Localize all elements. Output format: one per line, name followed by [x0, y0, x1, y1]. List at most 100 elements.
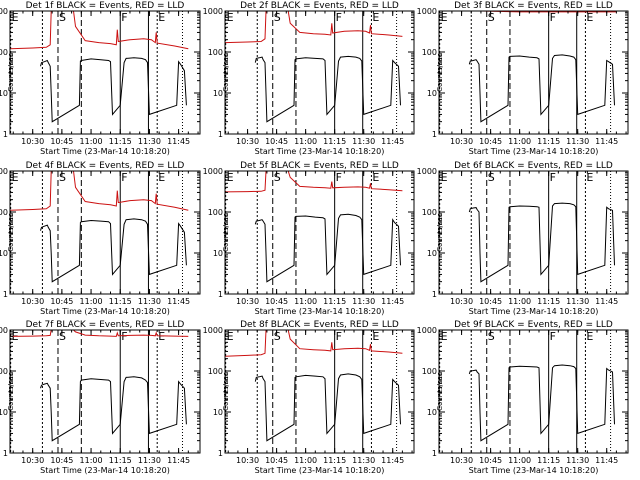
x-tick-label: 11:45: [595, 297, 618, 306]
x-tick-label: 10:45: [50, 137, 73, 146]
x-tick-label: 10:30: [450, 137, 473, 146]
event-marker-label: E: [227, 171, 234, 184]
x-axis-label: Start Time (23-Mar-14 10:18:20): [255, 307, 385, 316]
event-marker-label: E: [12, 11, 19, 24]
x-tick-label: 11:45: [167, 137, 190, 146]
plot-frame: [224, 10, 415, 135]
y-tick-label: 1000: [417, 7, 437, 16]
y-axis-label: Counts/sec: [436, 372, 444, 411]
x-axis-label: Start Time (23-Mar-14 10:18:20): [469, 147, 599, 156]
events-series-line: [468, 54, 615, 123]
chart-title: Det 2f BLACK = Events, RED = LLD: [240, 1, 399, 11]
x-axis-label: Start Time (23-Mar-14 10:18:20): [469, 307, 599, 316]
event-marker-label: E: [227, 11, 234, 24]
x-tick-label: 11:30: [352, 137, 375, 146]
y-tick-label: 10: [427, 249, 437, 258]
y-tick-label: 1: [432, 130, 437, 139]
events-series-line: [468, 202, 615, 283]
events-series-line: [40, 57, 187, 123]
x-tick-label: 11:00: [508, 297, 531, 306]
x-tick-label: 10:30: [450, 456, 473, 465]
x-tick-label: 11:00: [508, 137, 531, 146]
events-series-line: [40, 218, 187, 283]
y-tick-label: 1: [218, 449, 223, 458]
x-tick-label: 11:30: [138, 137, 161, 146]
lld-series-line: [225, 11, 403, 44]
y-tick-label: 10: [427, 408, 437, 417]
y-tick-label: 10: [0, 89, 8, 98]
event-marker-label: S: [488, 171, 495, 184]
y-axis-label: Counts/sec: [222, 53, 230, 92]
x-axis-label: Start Time (23-Mar-14 10:18:20): [255, 147, 385, 156]
x-tick-label: 10:45: [479, 297, 502, 306]
y-axis-label: Counts/sec: [436, 213, 444, 252]
x-tick-label: 10:45: [265, 297, 288, 306]
event-marker-label: E: [372, 330, 379, 343]
x-tick-label: 11:00: [80, 137, 103, 146]
y-tick-label: 10: [213, 89, 223, 98]
event-marker-label: S: [274, 330, 281, 343]
event-marker-label: F: [336, 171, 342, 184]
plot-frame: [438, 10, 629, 135]
x-tick-label: 11:45: [595, 456, 618, 465]
y-tick-label: 1000: [0, 167, 8, 176]
event-marker-label: E: [372, 171, 379, 184]
x-tick-label: 11:15: [109, 297, 132, 306]
event-marker-label: S: [488, 11, 495, 24]
x-tick-label: 10:45: [479, 456, 502, 465]
x-tick-label: 10:45: [50, 456, 73, 465]
y-tick-label: 100: [422, 48, 437, 57]
lld-series-line: [10, 171, 189, 211]
events-series-line: [40, 376, 187, 442]
plot-frame: [224, 170, 415, 295]
lld-series-line: [10, 330, 189, 337]
y-axis-label: Counts/sec: [7, 213, 15, 252]
y-tick-label: 100: [208, 208, 223, 217]
y-tick-label: 100: [0, 48, 8, 57]
event-marker-label: S: [59, 11, 66, 24]
x-tick-label: 11:00: [294, 137, 317, 146]
event-marker-label: E: [441, 171, 448, 184]
y-tick-label: 1: [3, 449, 8, 458]
x-tick-label: 10:30: [236, 456, 259, 465]
x-tick-label: 11:15: [323, 297, 346, 306]
x-axis-label: Start Time (23-Mar-14 10:18:20): [40, 466, 170, 475]
x-tick-label: 11:15: [323, 456, 346, 465]
x-tick-label: 10:30: [236, 137, 259, 146]
plot-frame: [9, 329, 201, 454]
x-tick-label: 11:45: [595, 137, 618, 146]
y-tick-label: 100: [0, 367, 8, 376]
y-axis-label: Counts/sec: [436, 53, 444, 92]
x-tick-label: 11:30: [138, 297, 161, 306]
y-tick-label: 10: [213, 249, 223, 258]
x-tick-label: 11:00: [294, 456, 317, 465]
x-tick-label: 10:30: [21, 456, 44, 465]
x-tick-label: 11:15: [537, 137, 560, 146]
y-tick-label: 100: [422, 208, 437, 217]
y-axis-label: Counts/sec: [7, 53, 15, 92]
x-axis-label: Start Time (23-Mar-14 10:18:20): [469, 466, 599, 475]
x-tick-label: 11:30: [352, 456, 375, 465]
panel-4: Det 4f BLACK = Events, RED = LLDESFE1101…: [0, 161, 201, 316]
x-tick-label: 11:00: [80, 456, 103, 465]
y-tick-label: 1000: [0, 326, 8, 335]
x-tick-label: 10:30: [236, 297, 259, 306]
y-tick-label: 1000: [417, 326, 437, 335]
y-tick-label: 1: [3, 290, 8, 299]
events-series-line: [468, 364, 615, 442]
y-tick-label: 1: [432, 290, 437, 299]
event-marker-label: E: [158, 171, 165, 184]
event-marker-label: F: [550, 330, 556, 343]
x-tick-label: 11:30: [138, 456, 161, 465]
lld-series-line: [225, 330, 403, 357]
event-marker-label: E: [372, 11, 379, 24]
plot-frame: [224, 329, 415, 454]
event-marker-label: F: [336, 330, 342, 343]
chart-title: Det 6f BLACK = Events, RED = LLD: [454, 161, 613, 171]
